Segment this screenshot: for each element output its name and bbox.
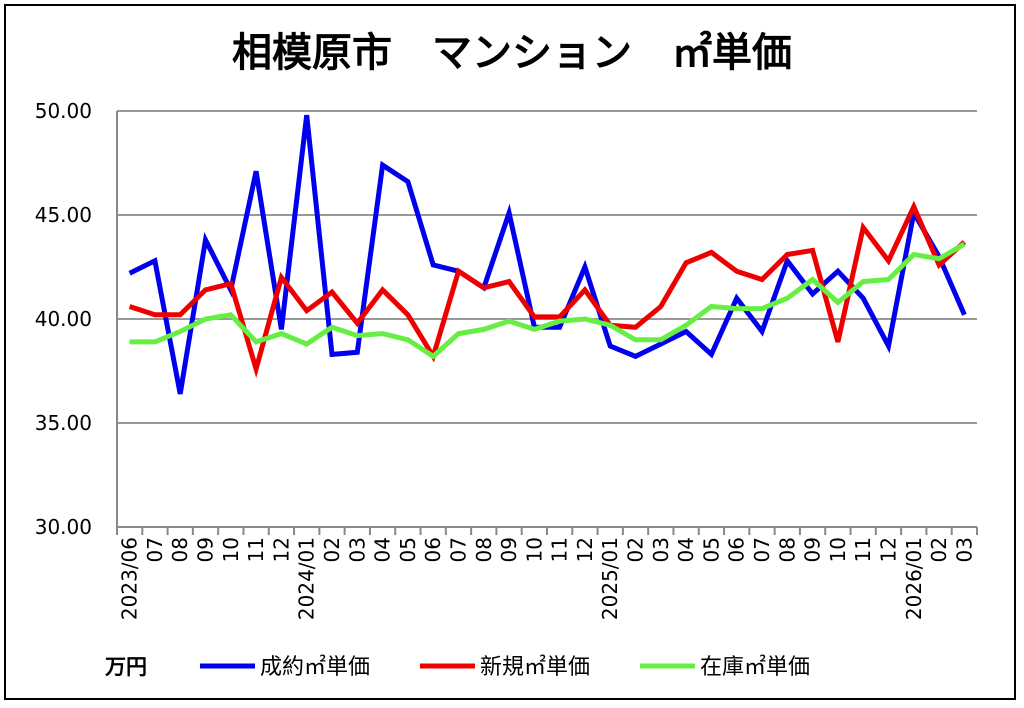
x-tick-label: 07 [143,537,167,562]
x-tick-label: 05 [699,537,723,562]
x-tick-label: 09 [194,537,218,562]
x-tick-label: 03 [345,537,369,562]
legend-label: 新規㎡単価 [480,654,590,680]
x-tick-label: 11 [244,537,268,562]
x-tick-label: 09 [801,537,825,562]
x-tick-label: 2024/01 [295,537,319,620]
x-tick-label: 02 [927,537,951,562]
y-tick-label: 35.00 [35,411,92,435]
x-tick-label: 03 [649,537,673,562]
x-tick-label: 07 [750,537,774,562]
x-tick-label: 07 [446,537,470,562]
y-tick-label: 40.00 [35,307,92,331]
y-tick-label: 50.00 [35,99,92,123]
x-tick-label: 10 [219,537,243,562]
y-tick-label: 30.00 [35,515,92,539]
x-tick-label: 02 [320,537,344,562]
x-tick-label: 2026/01 [902,537,926,620]
series-line-3 [129,241,966,360]
x-tick-label: 06 [421,537,445,562]
chart-frame [4,4,1016,700]
x-tick-label: 05 [396,537,420,562]
x-tick-label: 06 [725,537,749,562]
x-tick-label: 12 [573,537,597,562]
x-tick-label: 12 [269,537,293,562]
series-line-2 [128,200,967,378]
x-tick-label: 2023/06 [118,537,142,620]
x-tick-label: 10 [522,537,546,562]
x-tick-label: 12 [876,537,900,562]
x-tick-label: 04 [674,537,698,562]
x-tick-label: 02 [624,537,648,562]
x-tick-label: 08 [775,537,799,562]
x-tick-label: 11 [548,537,572,562]
legend-label: 在庫㎡単価 [700,654,810,680]
x-tick-label: 03 [952,537,976,562]
x-tick-label: 08 [472,537,496,562]
x-tick-label: 09 [497,537,521,562]
chart-title: 相模原市 マンション ㎡単価 [232,30,792,76]
series-line-1 [128,114,967,395]
x-tick-label: 10 [826,537,850,562]
y-tick-label: 45.00 [35,203,92,227]
legend-label: 成約㎡単価 [260,654,370,680]
y-unit-label: 万円 [104,655,147,679]
x-tick-label: 08 [168,537,192,562]
x-tick-label: 2025/01 [598,537,622,620]
x-tick-label: 11 [851,537,875,562]
x-tick-label: 04 [371,537,395,562]
